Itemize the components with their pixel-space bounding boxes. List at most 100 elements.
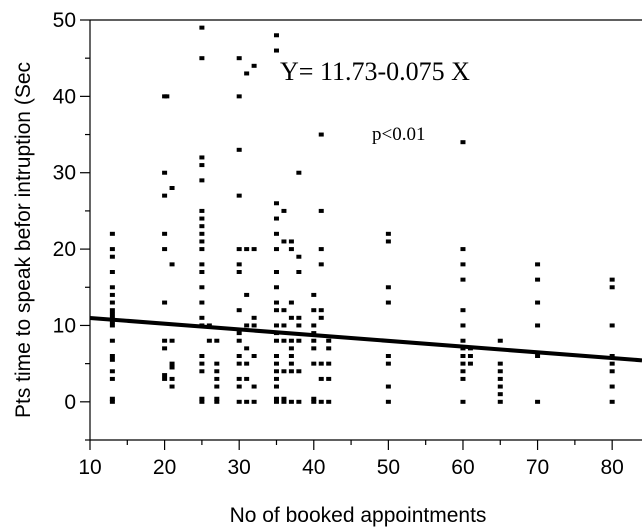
data-point	[244, 361, 250, 366]
data-point	[460, 376, 466, 381]
scatter-points	[109, 25, 615, 404]
data-point	[497, 338, 503, 343]
data-point	[288, 354, 294, 358]
data-point	[460, 308, 466, 313]
data-point	[199, 25, 205, 30]
data-point	[236, 331, 242, 336]
data-point	[199, 239, 205, 244]
data-point	[296, 399, 302, 404]
data-point	[385, 285, 391, 290]
data-point	[497, 384, 503, 389]
data-point	[199, 285, 205, 290]
data-point	[535, 399, 541, 404]
data-point	[162, 300, 168, 305]
data-point	[609, 323, 615, 328]
data-point	[326, 338, 332, 343]
data-point	[385, 300, 391, 305]
data-point	[273, 384, 279, 389]
y-axis-title: Pts time to speak befor intruption (Sec	[12, 62, 35, 418]
data-point	[281, 308, 287, 313]
data-point	[214, 369, 220, 374]
data-point	[273, 396, 279, 401]
data-point	[318, 315, 324, 320]
data-point	[251, 247, 257, 252]
y-tick-label: 10	[53, 314, 76, 337]
data-point	[296, 254, 302, 259]
data-point	[273, 354, 279, 358]
data-point	[273, 361, 279, 366]
data-point	[109, 300, 115, 305]
data-point	[251, 384, 257, 389]
data-point	[326, 399, 332, 404]
data-point	[244, 292, 250, 297]
data-point	[318, 308, 324, 313]
data-point	[467, 361, 473, 366]
data-point	[251, 399, 257, 404]
x-tick-label: 50	[377, 456, 400, 479]
data-point	[311, 346, 317, 351]
data-point	[273, 300, 279, 305]
data-point	[281, 399, 287, 404]
data-point	[236, 94, 242, 99]
data-point	[214, 399, 220, 404]
data-point	[296, 270, 302, 274]
data-point	[311, 308, 317, 313]
data-point	[460, 354, 466, 358]
equation-annotation: Y= 11.73-0.075 X	[280, 57, 470, 86]
data-point	[244, 376, 250, 381]
data-point	[273, 216, 279, 221]
data-point	[236, 384, 242, 389]
data-point	[244, 399, 250, 404]
data-point	[609, 361, 615, 366]
data-point	[236, 147, 242, 152]
data-point	[236, 354, 242, 358]
y-tick-label: 30	[53, 162, 76, 185]
data-point	[169, 262, 175, 267]
data-point	[199, 262, 205, 267]
data-point	[236, 270, 242, 274]
data-point	[199, 56, 205, 61]
regression-line-group	[89, 315, 642, 363]
data-point	[214, 376, 220, 381]
data-point	[109, 292, 115, 297]
data-point	[288, 399, 294, 404]
data-point	[244, 323, 250, 328]
x-tick-label: 80	[600, 456, 623, 479]
data-point	[169, 338, 175, 343]
data-point	[326, 376, 332, 381]
data-point	[609, 384, 615, 389]
data-point	[318, 208, 324, 213]
data-point	[169, 361, 175, 366]
data-point	[251, 323, 257, 328]
data-point	[199, 361, 205, 366]
data-point	[162, 231, 168, 236]
data-point	[467, 354, 473, 358]
data-point	[609, 285, 615, 290]
regression-line	[89, 315, 642, 363]
x-tick-label: 30	[228, 456, 251, 479]
data-point	[214, 361, 220, 366]
data-point	[281, 369, 287, 374]
data-point	[162, 170, 168, 175]
x-tick-label: 60	[451, 456, 474, 479]
data-point	[251, 315, 257, 320]
data-point	[162, 193, 168, 198]
plot-frame	[89, 19, 642, 441]
data-point	[273, 323, 279, 328]
data-point	[199, 270, 205, 274]
data-point	[288, 369, 294, 374]
data-point	[296, 338, 302, 343]
data-point	[109, 376, 115, 381]
data-point	[460, 140, 466, 145]
data-point	[318, 247, 324, 252]
data-point	[109, 399, 115, 404]
data-point	[199, 208, 205, 213]
data-point	[288, 315, 294, 320]
data-point	[460, 361, 466, 366]
data-point	[609, 277, 615, 282]
data-point	[199, 396, 205, 401]
data-point	[609, 399, 615, 404]
data-point	[535, 300, 541, 305]
data-point	[109, 323, 115, 328]
